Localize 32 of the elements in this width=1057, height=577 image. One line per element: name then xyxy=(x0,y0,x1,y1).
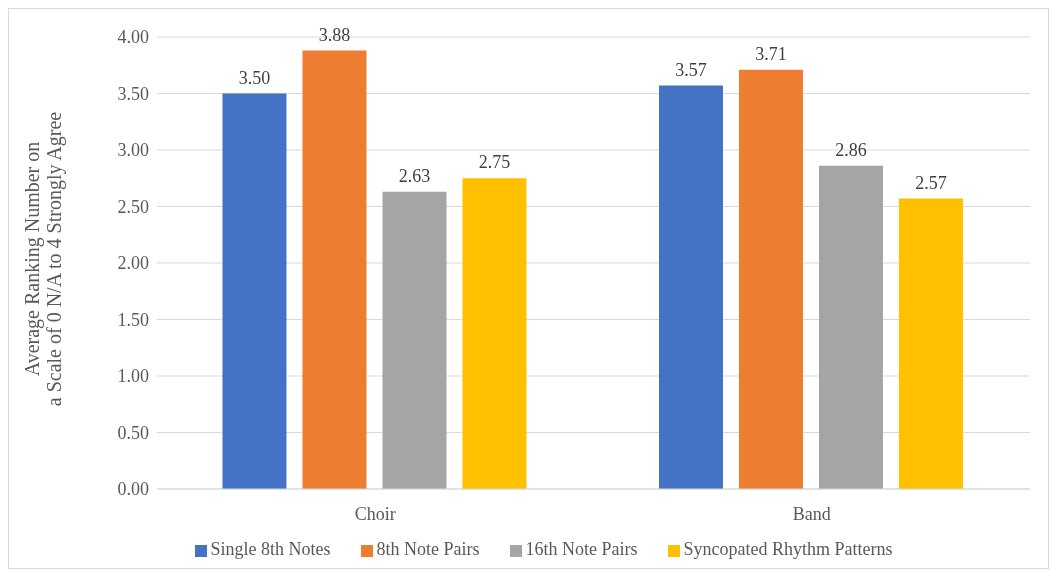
bar xyxy=(898,198,963,489)
data-label: 2.86 xyxy=(835,139,867,160)
y-tick-label: 4.00 xyxy=(117,27,149,48)
bar xyxy=(222,93,287,489)
y-tick-label: 2.50 xyxy=(117,196,149,217)
data-label: 3.71 xyxy=(755,43,787,64)
data-label: 2.63 xyxy=(398,165,431,186)
y-tick-label: 3.50 xyxy=(117,83,149,104)
y-tick-label: 2.00 xyxy=(117,253,149,274)
bar xyxy=(818,165,883,489)
bar xyxy=(658,85,723,489)
y-tick-label: 1.00 xyxy=(117,366,149,387)
x-tick-label: Choir xyxy=(354,503,396,524)
y-tick-label: 3.00 xyxy=(117,140,149,161)
legend-label: 8th Note Pairs xyxy=(376,539,480,559)
legend-label: Single 8th Notes xyxy=(210,539,331,559)
data-label: 2.57 xyxy=(915,172,947,193)
data-label: 3.50 xyxy=(238,67,271,88)
legend-label: Syncopated Rhythm Patterns xyxy=(683,539,893,559)
data-label: 3.57 xyxy=(675,59,707,80)
data-label: 2.75 xyxy=(478,152,511,173)
x-tick-label: Band xyxy=(792,503,831,524)
y-axis-title: Average Ranking Number on a Scale of 0 N/A to 4 Strongly Agree xyxy=(21,111,66,407)
y-tick-label: 0.50 xyxy=(117,422,149,443)
bar xyxy=(302,50,367,489)
y-tick-label: 0.00 xyxy=(117,479,149,500)
data-label: 3.88 xyxy=(318,24,351,45)
bar xyxy=(738,69,803,489)
legend-label: 16th Note Pairs xyxy=(525,539,638,559)
bar xyxy=(462,178,527,489)
bar xyxy=(382,191,447,489)
y-tick-label: 1.50 xyxy=(117,309,149,330)
